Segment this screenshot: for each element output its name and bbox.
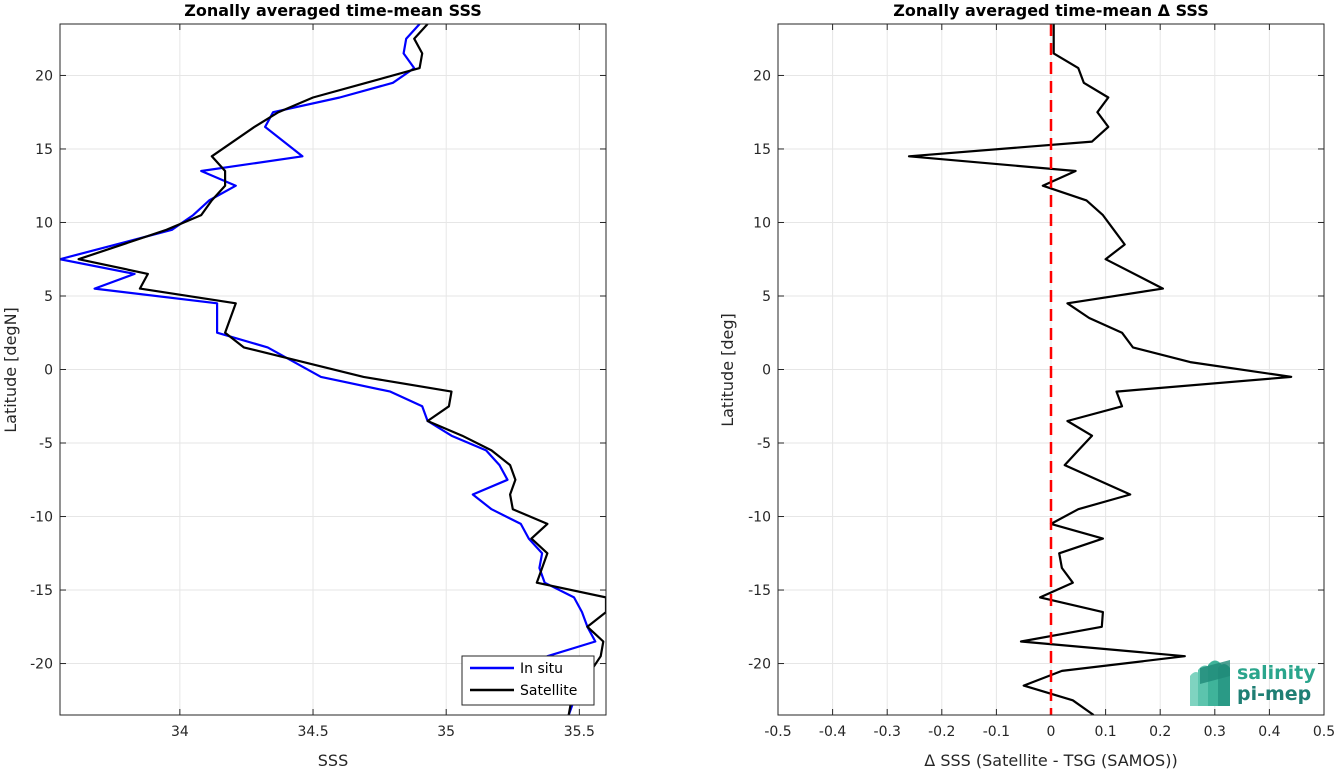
right-x-tick-label: 0.2 <box>1149 724 1171 740</box>
right-y-tick-label: -5 <box>757 436 771 452</box>
left-x-tick-label: 34.5 <box>297 724 328 740</box>
right-series-line-delta-sss <box>907 24 1293 715</box>
right-y-tick-label: 15 <box>753 142 771 158</box>
left-x-ticks: 34 34.5 35 35.5 <box>171 24 595 740</box>
right-x-tick-label: -0.2 <box>928 724 955 740</box>
left-x-tick-label: 35 <box>437 724 455 740</box>
left-series-line-satellite <box>77 24 606 715</box>
left-x-axis-label: SSS <box>318 751 348 769</box>
right-x-tick-label: 0 <box>1047 724 1056 740</box>
left-plot: 34 34.5 35 35.5 -20 -15 -10 -5 0 5 10 15 20 Zonally… <box>1 1 607 769</box>
left-x-tick-label: 34 <box>171 724 189 740</box>
right-y-tick-label: -15 <box>748 583 771 599</box>
legend-label-satellite: Satellite <box>520 683 577 699</box>
legend-box <box>461 655 595 706</box>
left-y-tick-label: -20 <box>30 657 53 673</box>
right-x-tick-label: -0.3 <box>874 724 901 740</box>
left-chart-title: Zonally averaged time-mean SSS <box>184 1 482 20</box>
right-x-ticks: -0.5 -0.4 -0.3 -0.2 -0.1 0 0.1 0.2 0.3 0.4 0.5 <box>764 24 1335 740</box>
left-x-tick-label: 35.5 <box>564 724 595 740</box>
legend-label-in-situ: In situ <box>520 661 563 677</box>
right-chart-title: Zonally averaged time-mean Δ SSS <box>893 1 1209 20</box>
left-y-axis-label: Latitude [degN] <box>1 307 20 433</box>
right-y-tick-label: 5 <box>762 289 771 305</box>
right-x-tick-label: -0.5 <box>764 724 791 740</box>
right-x-tick-label: -0.4 <box>819 724 846 740</box>
right-axes-frame <box>777 23 1325 716</box>
right-y-tick-label: -20 <box>748 657 771 673</box>
right-y-tick-label: 10 <box>753 215 771 231</box>
left-y-tick-label: 0 <box>44 363 53 379</box>
logo-text-line1: salinity <box>1237 662 1316 684</box>
right-y-tick-label: 20 <box>753 68 771 84</box>
right-x-tick-label: 0.4 <box>1258 724 1280 740</box>
right-y-ticks: -20 -15 -10 -5 0 5 10 15 20 <box>748 68 1324 673</box>
left-y-tick-label: 15 <box>35 142 53 158</box>
left-y-tick-label: -5 <box>39 436 53 452</box>
right-series <box>907 24 1293 715</box>
right-x-axis-label: Δ SSS (Satellite - TSG (SAMOS)) <box>924 751 1177 769</box>
right-x-tick-label: 0.3 <box>1204 724 1226 740</box>
left-y-tick-label: 5 <box>44 289 53 305</box>
right-plot: -0.5 -0.4 -0.3 -0.2 -0.1 0 0.1 0.2 0.3 0.4 0.5 -20… <box>718 1 1335 769</box>
left-y-tick-label: -10 <box>30 510 53 526</box>
left-y-tick-label: 20 <box>35 68 53 84</box>
right-y-tick-label: -10 <box>748 510 771 526</box>
left-y-tick-label: 10 <box>35 215 53 231</box>
left-grid <box>60 24 606 715</box>
left-y-tick-label: -15 <box>30 583 53 599</box>
left-axes-frame <box>59 23 607 716</box>
right-y-tick-label: 0 <box>762 363 771 379</box>
right-x-tick-label: -0.1 <box>983 724 1010 740</box>
left-series <box>60 24 606 715</box>
right-x-tick-label: 0.1 <box>1094 724 1116 740</box>
logo-text-line2: pi-mep <box>1237 683 1311 705</box>
right-y-axis-label: Latitude [deg] <box>718 313 737 427</box>
left-y-ticks: -20 -15 -10 -5 0 5 10 15 20 <box>30 68 606 673</box>
right-x-tick-label: 0.5 <box>1313 724 1335 740</box>
logo-waves-icon <box>1190 660 1230 706</box>
salinity-pi-mep-logo: salinity pi-mep <box>1190 660 1316 706</box>
legend: In situ Satellite <box>461 655 595 706</box>
